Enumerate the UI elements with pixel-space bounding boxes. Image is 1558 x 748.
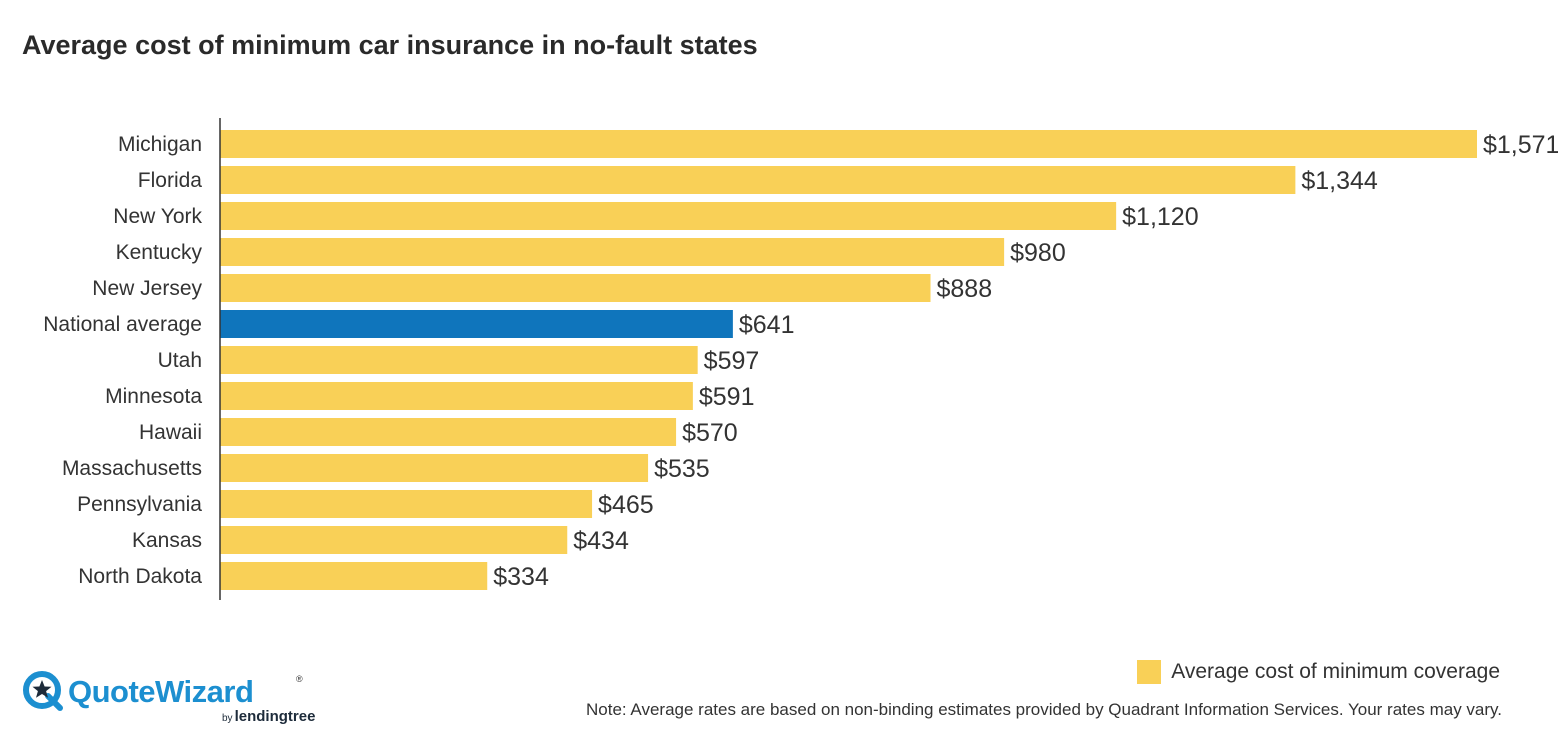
- category-label: New York: [113, 205, 202, 228]
- bar: [220, 346, 698, 374]
- bar: [220, 166, 1296, 194]
- value-label: $591: [699, 383, 755, 411]
- bar: [220, 202, 1117, 230]
- logo-by: by: [222, 713, 233, 724]
- value-label: $888: [937, 275, 993, 303]
- category-label: Utah: [158, 349, 202, 372]
- category-label: Hawaii: [139, 421, 202, 444]
- value-label: $434: [573, 527, 629, 555]
- legend: Average cost of minimum coverage: [1137, 660, 1500, 684]
- bar-chart: Michigan $1,571 Florida $1,344 New York $1,12…: [43, 118, 1558, 600]
- bar: [220, 562, 488, 590]
- bar: [220, 130, 1477, 158]
- value-label: $1,344: [1301, 167, 1378, 195]
- footnote: Note: Average rates are based on non-bin…: [586, 700, 1502, 719]
- logo-lendingtree: lendingtree: [234, 708, 316, 725]
- bar: [220, 274, 931, 302]
- value-label: $597: [704, 347, 760, 375]
- bar: [220, 454, 649, 482]
- bar: [220, 310, 733, 338]
- category-label: Kentucky: [116, 241, 203, 264]
- logo-parent-brand: by lendingtree: [222, 708, 315, 725]
- value-label: $570: [682, 419, 738, 447]
- value-label: $465: [598, 491, 654, 519]
- category-label: Kansas: [132, 529, 202, 552]
- legend-swatch: [1137, 660, 1162, 684]
- value-label: $1,571: [1483, 131, 1558, 159]
- bar: [220, 418, 677, 446]
- bar: [220, 238, 1005, 266]
- category-label: North Dakota: [78, 565, 202, 588]
- category-label: Massachusetts: [62, 457, 202, 480]
- value-label: $334: [493, 563, 549, 591]
- chart-title: Average cost of minimum car insurance in…: [22, 30, 758, 60]
- bar: [220, 490, 593, 518]
- value-label: $535: [654, 455, 710, 483]
- legend-label: Average cost of minimum coverage: [1171, 660, 1500, 683]
- category-label: Florida: [138, 169, 203, 192]
- value-label: $980: [1010, 239, 1066, 267]
- bar: [220, 526, 568, 554]
- quotewizard-star-icon: [23, 671, 63, 711]
- bar: [220, 382, 693, 410]
- category-label: Minnesota: [105, 385, 202, 408]
- quotewizard-logo: QuoteWizard ® by lendingtree: [22, 670, 352, 730]
- logo-trademark: ®: [296, 674, 303, 684]
- logo-wordmark: QuoteWizard: [68, 674, 254, 709]
- value-label: $641: [739, 311, 795, 339]
- category-label: New Jersey: [92, 277, 202, 300]
- category-label: Pennsylvania: [77, 493, 202, 516]
- value-label: $1,120: [1122, 203, 1198, 231]
- category-label: National average: [43, 313, 202, 336]
- category-label: Michigan: [118, 133, 202, 156]
